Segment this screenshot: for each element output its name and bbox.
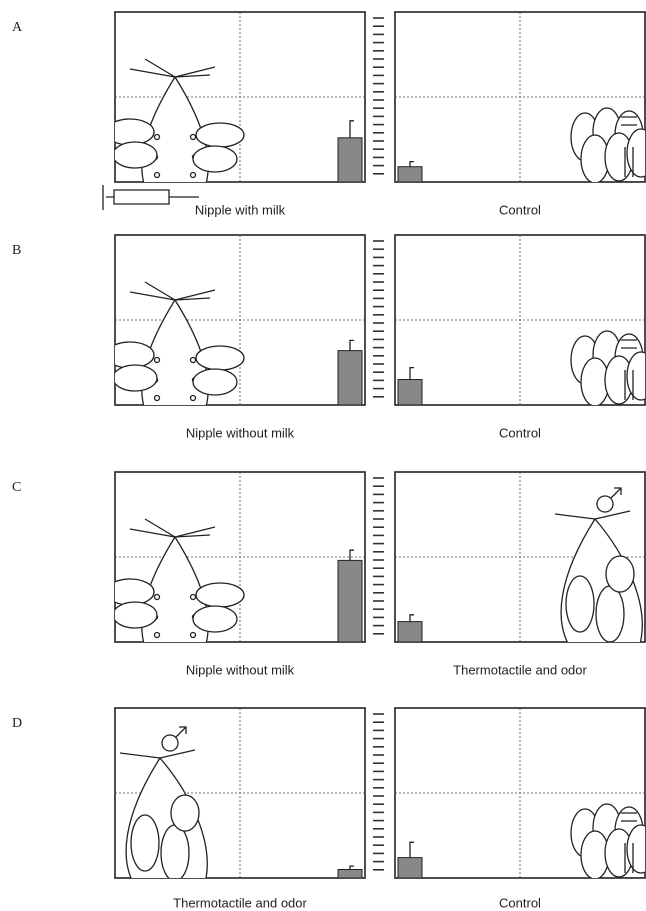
tail — [185, 418, 255, 424]
pup — [106, 119, 154, 145]
bar — [338, 138, 362, 182]
tail — [185, 655, 255, 661]
pup — [196, 346, 244, 370]
bar — [398, 858, 422, 878]
bar — [398, 167, 422, 182]
pup — [113, 142, 157, 168]
pup — [193, 146, 237, 172]
pup — [193, 606, 237, 632]
pup — [106, 579, 154, 605]
bar — [398, 622, 422, 642]
pup — [113, 365, 157, 391]
pup — [106, 342, 154, 368]
category-label: Thermotactile and odor — [173, 895, 307, 910]
bar — [338, 560, 362, 642]
pup — [113, 602, 157, 628]
figure: A Nipple with milk Control B Nipple without … — [0, 0, 646, 911]
category-label: Control — [499, 895, 541, 910]
category-label: Control — [499, 425, 541, 440]
pup — [596, 586, 624, 642]
pup — [196, 123, 244, 147]
category-label: Thermotactile and odor — [453, 662, 587, 677]
panel-letter: A — [12, 20, 23, 35]
pup — [566, 576, 594, 632]
syringe — [103, 185, 199, 210]
bar — [338, 870, 362, 879]
pup — [193, 369, 237, 395]
category-label: Nipple without milk — [186, 662, 295, 677]
pup — [161, 825, 189, 881]
category-label: Nipple without milk — [186, 425, 295, 440]
category-label: Nipple with milk — [195, 202, 286, 217]
pup — [171, 795, 199, 831]
panel-letter: C — [12, 480, 21, 495]
pup — [131, 815, 159, 871]
bar — [338, 351, 362, 405]
tail — [185, 195, 255, 201]
category-label: Control — [499, 202, 541, 217]
pup — [606, 556, 634, 592]
bar — [398, 380, 422, 406]
panel-letter: B — [12, 243, 21, 258]
panel-letter: D — [12, 716, 22, 731]
pup — [196, 583, 244, 607]
